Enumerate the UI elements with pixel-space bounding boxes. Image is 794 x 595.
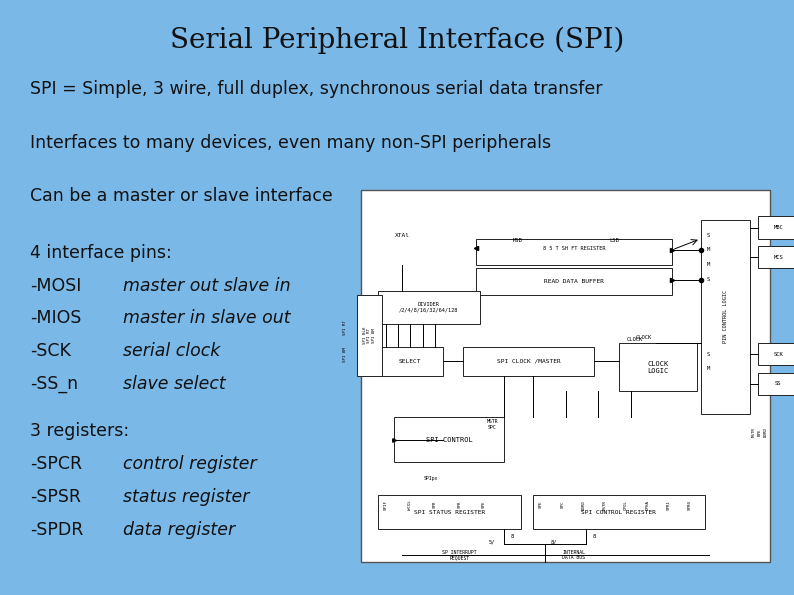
Text: DIVIDER
/2/4/8/16/32/64/128: DIVIDER /2/4/8/16/32/64/128: [399, 302, 458, 313]
Text: MCS: MCS: [773, 255, 783, 260]
Text: READ DATA BUFFER: READ DATA BUFFER: [544, 279, 604, 284]
Bar: [476, 239, 672, 265]
Text: 8: 8: [593, 534, 596, 538]
Text: SPE: SPE: [482, 501, 486, 508]
Text: 3 registers:: 3 registers:: [30, 422, 129, 440]
Bar: [758, 372, 794, 395]
Text: SP INTERRUPT
REQUEST: SP INTERRUPT REQUEST: [442, 550, 476, 560]
Text: SPI CLOCK /MASTER: SPI CLOCK /MASTER: [497, 359, 561, 364]
Text: SPI BM: SPI BM: [343, 346, 347, 362]
Text: SPI CONTROL REGISTER: SPI CONTROL REGISTER: [581, 509, 657, 515]
Text: SPIF: SPIF: [384, 500, 387, 510]
Text: data register: data register: [123, 521, 235, 538]
Text: CLOCK
LOGIC: CLOCK LOGIC: [647, 361, 669, 374]
Text: SPR: SPR: [433, 501, 437, 508]
Text: MSTR
SPC: MSTR SPC: [487, 419, 498, 430]
Bar: [394, 417, 504, 462]
Text: LSB: LSB: [609, 238, 619, 243]
Text: Serial Peripheral Interface (SPI): Serial Peripheral Interface (SPI): [170, 27, 624, 54]
Text: -SPSR: -SPSR: [30, 488, 81, 506]
Bar: [378, 346, 443, 377]
Text: M: M: [707, 248, 710, 252]
Text: SPI BLK
SPI RT
SPI BM: SPI BLK SPI RT SPI BM: [363, 327, 376, 344]
Text: PIN CONTROL LOGIC: PIN CONTROL LOGIC: [723, 290, 727, 343]
Text: SPI STATUS REGISTER: SPI STATUS REGISTER: [414, 509, 485, 515]
Text: -SPDR: -SPDR: [30, 521, 83, 538]
Text: XTAl: XTAl: [395, 233, 410, 237]
Text: master in slave out: master in slave out: [123, 309, 291, 327]
Bar: [357, 295, 382, 377]
Text: CPOL: CPOL: [624, 500, 628, 510]
Text: Can be a master or slave interface: Can be a master or slave interface: [30, 187, 333, 205]
Text: CLOCK: CLOCK: [635, 335, 652, 340]
Text: 8: 8: [511, 534, 515, 538]
Bar: [476, 268, 672, 295]
Bar: [464, 346, 595, 377]
Text: SPI RT: SPI RT: [343, 321, 347, 336]
Text: 5/: 5/: [489, 539, 495, 544]
Text: Interfaces to many devices, even many non-SPI peripherals: Interfaces to many devices, even many no…: [30, 134, 551, 152]
Bar: [378, 495, 521, 529]
Text: -SPCR: -SPCR: [30, 455, 83, 473]
Text: 4 interface pins:: 4 interface pins:: [30, 244, 172, 262]
Text: SS: SS: [775, 381, 781, 386]
Text: -MOSI: -MOSI: [30, 277, 82, 295]
Bar: [758, 217, 794, 239]
Text: SPI CONTROL: SPI CONTROL: [426, 437, 472, 443]
Text: CLOCK: CLOCK: [627, 337, 643, 342]
Text: MSTR: MSTR: [603, 500, 607, 510]
Bar: [758, 246, 794, 268]
Bar: [700, 220, 750, 414]
Text: -SS_n: -SS_n: [30, 375, 79, 393]
Text: SPE: SPE: [539, 501, 543, 508]
Text: slave select: slave select: [123, 375, 225, 393]
Bar: [533, 495, 705, 529]
Text: S: S: [707, 277, 710, 282]
Text: SPR0: SPR0: [688, 500, 692, 510]
Text: SPR1: SPR1: [667, 500, 671, 510]
Text: M: M: [707, 367, 710, 371]
Text: INTERNAL
DATA BUS: INTERNAL DATA BUS: [562, 550, 585, 560]
Text: S: S: [707, 233, 710, 237]
Text: SPC: SPC: [561, 501, 565, 508]
Text: SPR: SPR: [457, 501, 461, 508]
Bar: [361, 190, 770, 562]
Bar: [378, 291, 480, 324]
Text: serial clock: serial clock: [123, 342, 221, 360]
Text: control register: control register: [123, 455, 256, 473]
Text: 8 5 T SH FT REGISTER: 8 5 T SH FT REGISTER: [542, 246, 605, 250]
Text: WCOL: WCOL: [408, 500, 412, 510]
Text: -SCK: -SCK: [30, 342, 71, 360]
Text: 8/: 8/: [550, 539, 557, 544]
Text: master out slave in: master out slave in: [123, 277, 291, 295]
Text: SCK: SCK: [773, 352, 783, 356]
Bar: [619, 343, 696, 392]
Text: MSB: MSB: [513, 238, 522, 243]
Text: MSTR: MSTR: [752, 427, 756, 437]
Text: DORD: DORD: [582, 500, 586, 510]
Text: BPE: BPE: [758, 428, 762, 436]
Text: M: M: [707, 262, 710, 267]
Text: SPI = Simple, 3 wire, full duplex, synchronous serial data transfer: SPI = Simple, 3 wire, full duplex, synch…: [30, 80, 603, 98]
Bar: [758, 343, 794, 365]
Text: status register: status register: [123, 488, 249, 506]
Text: CPHA: CPHA: [646, 500, 649, 510]
Text: S: S: [707, 352, 710, 356]
Text: DORD: DORD: [764, 427, 768, 437]
Text: SPIpx: SPIpx: [423, 476, 438, 481]
Text: MBC: MBC: [773, 225, 783, 230]
Text: SELECT: SELECT: [399, 359, 422, 364]
Text: -MIOS: -MIOS: [30, 309, 82, 327]
